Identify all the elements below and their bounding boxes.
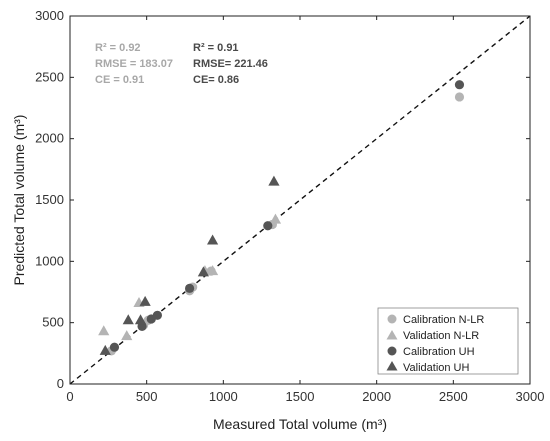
x-tick-label: 2000 <box>362 389 391 404</box>
point-calibration-uh <box>454 80 465 90</box>
legend-label-calibration-uh: Calibration UH <box>403 346 475 358</box>
y-tick-label: 1000 <box>35 253 64 268</box>
legend-marker-calibration-n-lr <box>387 314 397 324</box>
y-tick-label: 0 <box>57 376 64 391</box>
point-calibration-uh <box>109 342 120 352</box>
y-tick-label: 3000 <box>35 8 64 23</box>
data-points <box>98 80 465 356</box>
legend: Calibration N-LR Validation N-LR Calibra… <box>377 307 519 375</box>
x-tick-label: 1000 <box>209 389 238 404</box>
y-axis-title: Predicted Total volume (m³) <box>11 115 27 286</box>
stat-uh-ce: CE= 0.86 <box>193 74 239 86</box>
point-calibration-n-lr <box>454 92 465 102</box>
legend-label-calibration-n-lr: Calibration N-LR <box>403 314 484 326</box>
one-to-one-reference-line <box>69 15 531 385</box>
point-validation-uh <box>134 314 147 325</box>
stat-n-lr-r2: R² = 0.92 <box>95 42 141 54</box>
y-tick-label: 2500 <box>35 69 64 84</box>
point-calibration-uh <box>185 283 195 293</box>
legend-marker-calibration-uh <box>387 346 397 356</box>
point-validation-uh <box>268 175 280 186</box>
point-validation-n-lr <box>121 330 133 341</box>
legend-marker-validation-uh <box>386 361 398 371</box>
point-validation-n-lr <box>207 265 219 276</box>
point-validation-n-lr <box>269 213 282 224</box>
x-axis-title: Measured Total volume (m³) <box>213 416 387 432</box>
point-calibration-uh <box>152 310 162 320</box>
x-tick-label: 1500 <box>286 389 315 404</box>
point-validation-uh <box>197 266 209 277</box>
y-tick-label: 1500 <box>35 192 64 207</box>
legend-marker-validation-n-lr <box>386 330 398 340</box>
point-validation-uh <box>122 314 134 325</box>
x-tick-label: 500 <box>136 389 158 404</box>
y-tick-label: 500 <box>42 315 64 330</box>
x-tick-label: 3000 <box>516 389 545 404</box>
axis-ticks: 0 500 1000 1500 2000 2500 3000 0 500 1000 1500 2000… <box>35 8 544 404</box>
stat-n-lr-rmse: RMSE = 183.07 <box>95 58 173 70</box>
legend-label-validation-n-lr: Validation N-LR <box>403 330 479 342</box>
point-calibration-uh <box>263 221 273 231</box>
y-tick-label: 2000 <box>35 131 64 146</box>
stat-uh-rmse: RMSE= 221.46 <box>193 58 268 70</box>
point-validation-uh <box>207 234 219 245</box>
x-tick-label: 2500 <box>439 389 468 404</box>
stats-n-lr: R² = 0.92 RMSE = 183.07 CE = 0.91 <box>95 42 173 86</box>
stat-n-lr-ce: CE = 0.91 <box>95 74 144 86</box>
point-validation-uh <box>139 295 151 306</box>
legend-label-validation-uh: Validation UH <box>403 362 469 374</box>
stats-uh: R² = 0.91 RMSE= 221.46 CE= 0.86 <box>193 42 268 86</box>
stat-uh-r2: R² = 0.91 <box>193 42 239 54</box>
legend-box <box>377 307 519 375</box>
x-tick-label: 0 <box>66 389 73 404</box>
point-validation-uh <box>99 344 111 355</box>
point-validation-n-lr <box>98 325 110 336</box>
